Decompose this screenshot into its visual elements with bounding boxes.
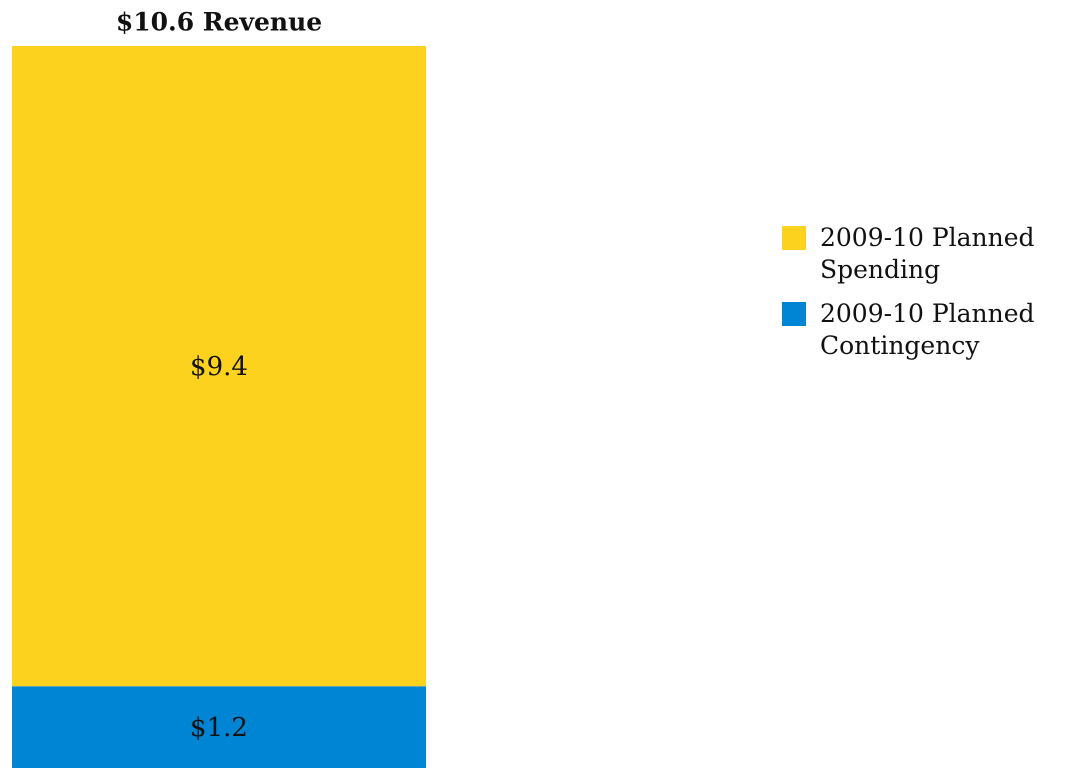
legend-item: 2009-10 Planned Spending bbox=[782, 222, 1092, 286]
legend-label: 2009-10 Planned Spending bbox=[820, 223, 1035, 284]
data-label: $1.2 bbox=[190, 713, 248, 743]
bar-segment bbox=[12, 46, 426, 687]
legend: 2009-10 Planned Spending 2009-10 Planned … bbox=[782, 222, 1092, 374]
legend-item: 2009-10 Planned Contingency bbox=[782, 298, 1092, 362]
data-label: $9.4 bbox=[190, 352, 248, 382]
legend-label: 2009-10 Planned Contingency bbox=[820, 299, 1035, 360]
legend-swatch bbox=[782, 302, 806, 326]
bar-segment bbox=[12, 686, 426, 768]
legend-swatch bbox=[782, 226, 806, 250]
chart-title: $10.6 Revenue bbox=[116, 8, 322, 37]
